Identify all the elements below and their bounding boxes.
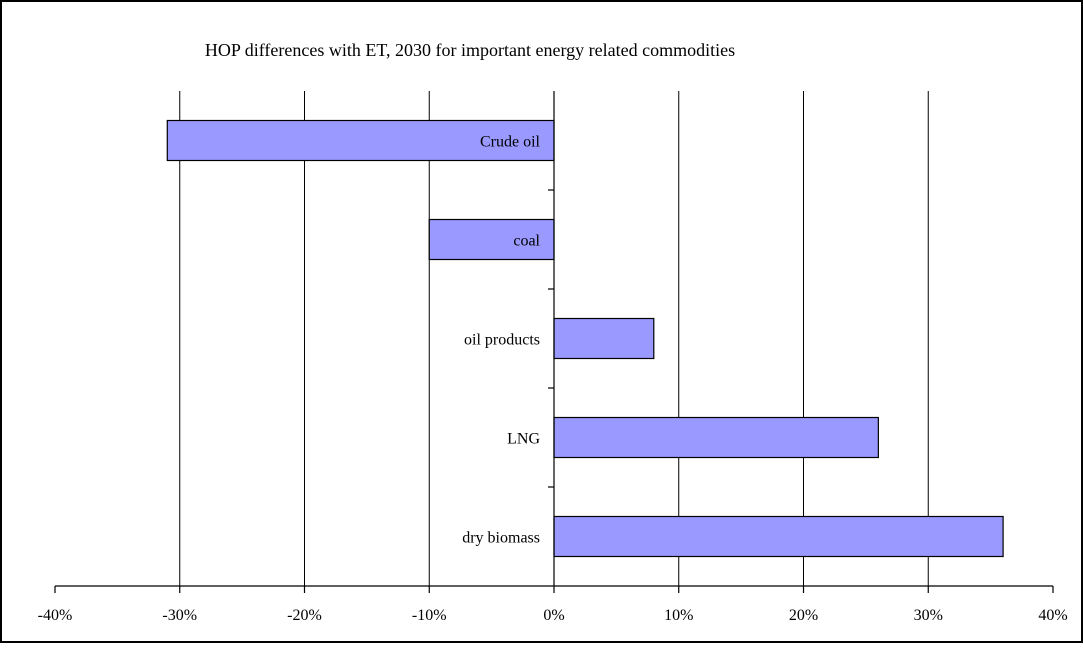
grid-lines: [179, 91, 929, 586]
category-label: LNG: [507, 431, 540, 448]
x-tick-label: 40%: [1038, 607, 1067, 624]
x-tick-label: 0%: [543, 607, 564, 624]
chart-title: HOP differences with ET, 2030 for import…: [205, 40, 735, 60]
bar: [553, 515, 1004, 558]
category-label: coal: [513, 233, 540, 250]
bar: [553, 317, 655, 360]
x-tick-label: -20%: [287, 607, 322, 624]
axes: [54, 91, 1054, 593]
category-label: Crude oil: [480, 134, 541, 151]
category-label: dry biomass: [462, 530, 540, 547]
x-tick-label: -40%: [38, 607, 73, 624]
x-tick-label: 20%: [789, 607, 818, 624]
x-tick-labels: -40% -30% -20% -10% 0% 10% 20% 30% 40%: [38, 607, 1068, 624]
x-tick-label: -30%: [162, 607, 197, 624]
bars: [166, 119, 1004, 558]
category-label: oil products: [464, 332, 540, 349]
x-tick-label: 30%: [914, 607, 943, 624]
bar: [553, 416, 879, 459]
x-tick-label: -10%: [412, 607, 447, 624]
category-labels: Crude oil coal oil products LNG dry biomass: [462, 134, 540, 547]
x-tick-label: 10%: [664, 607, 693, 624]
